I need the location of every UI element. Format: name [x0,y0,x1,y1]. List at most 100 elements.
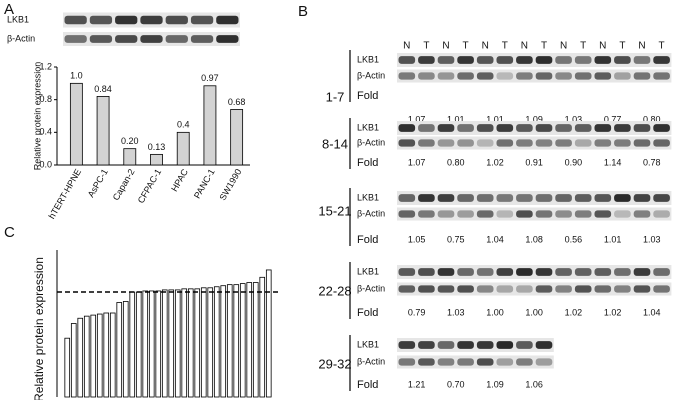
row-label: β-Actin [357,137,385,147]
blot-band [418,210,435,218]
blot-band [476,56,494,64]
blot-band [594,194,612,202]
fold-value: 0.80 [643,114,661,124]
blot-band [516,285,533,293]
bar [239,283,246,398]
lane-label: N [403,41,410,52]
bar [70,323,77,398]
blot-band [398,56,416,64]
value-label: 0.68 [228,97,246,107]
blot-band [574,139,592,147]
blot-band [496,210,514,218]
blot-band [476,341,494,349]
blot-band [496,124,514,132]
row-label: Fold [357,157,378,169]
row-label: LKB1 [357,339,379,349]
blot-band [594,139,612,147]
blot-background [397,338,554,352]
blot-band [653,285,670,293]
blot-band [633,56,651,64]
blot-band [535,358,553,366]
bar [246,282,253,398]
row-label: Fold [357,90,378,102]
blot-band [140,15,163,25]
blot-band [437,358,455,366]
blot-label: β-Actin [7,33,35,43]
blot-band [535,285,553,293]
bar [116,302,123,398]
blot-band [516,358,533,366]
fold-value: 1.08 [525,234,543,244]
fold-value: 0.56 [565,234,583,244]
fold-value: 0.77 [604,114,622,124]
bar [122,301,129,398]
bar [194,288,201,398]
blot-band [555,139,572,147]
blot-band [496,56,514,64]
blot-band [574,72,592,80]
bar [168,289,175,398]
bar [181,288,188,398]
blot-band [516,72,533,80]
blot-band [594,56,612,64]
value-label: 0.84 [94,84,112,94]
blot-band [516,56,533,64]
panel-label: B [298,3,308,20]
blot-band [614,56,631,64]
x-tick-label: PANC-1 [192,167,217,200]
blot-band [476,72,494,80]
blot-band [535,268,553,276]
blot-band [476,124,494,132]
y-axis-label: Relative protein expression [32,257,46,400]
blot-band [216,35,239,43]
blot-band [614,194,631,202]
blot-band [418,56,435,64]
group-label: 1-7 [326,89,345,104]
value-label: 0.20 [121,136,139,146]
blot-band [437,72,455,80]
blot-band [476,139,494,147]
blot-band [476,268,494,276]
blot-band [457,139,474,147]
blot-band [398,194,416,202]
bar [96,313,103,398]
blot-band [633,194,651,202]
blot-band [535,194,553,202]
row-label: Fold [357,379,378,391]
blot-band [437,285,455,293]
lane-label: N [521,41,528,52]
blot-band [398,268,416,276]
bar [123,148,137,166]
bar [233,284,240,398]
x-tick-label: hTERT-HPNE [47,167,84,220]
row-label: LKB1 [357,122,379,132]
blot-band [614,139,631,147]
blot-band [633,139,651,147]
blot-band [574,268,592,276]
blot-band [64,35,87,43]
blot-band [653,124,670,132]
value-label: 0.97 [201,73,219,83]
blot-band [457,72,474,80]
blot-band [614,72,631,80]
y-tick-label: 1.2 [39,61,52,71]
blot-band [516,341,533,349]
blot-band [457,56,474,64]
blot-band [457,124,474,132]
blot-band [476,210,494,218]
blot-band [418,358,435,366]
blot-band [496,268,514,276]
x-tick-label: AsPC-1 [86,167,110,199]
row-label: β-Actin [357,356,385,366]
blot-band [574,56,592,64]
bar [83,315,90,398]
blot-band [457,194,474,202]
fold-value: 0.75 [447,234,465,244]
blot-band [555,285,572,293]
blot-band [398,210,416,218]
blot-band [437,139,455,147]
blot-background [397,355,554,369]
panel-label: A [4,1,14,18]
blot-band [516,194,533,202]
